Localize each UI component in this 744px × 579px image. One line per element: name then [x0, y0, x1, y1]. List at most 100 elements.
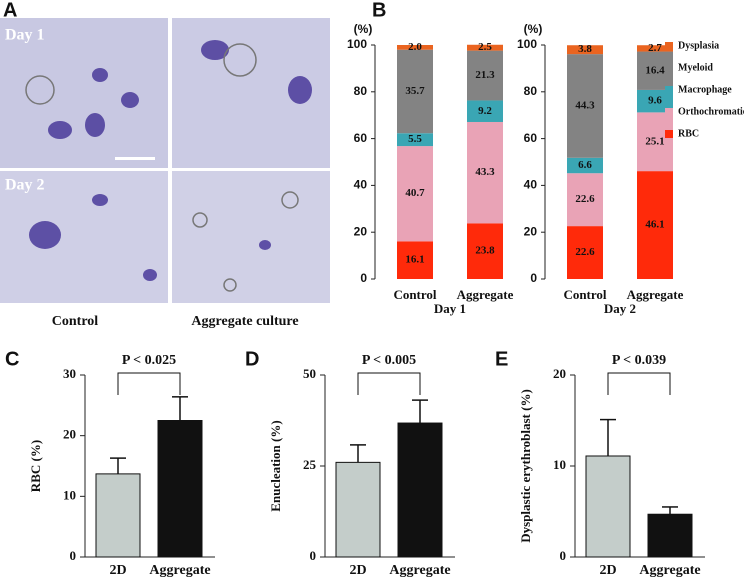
value-label: 25.1: [645, 135, 664, 147]
bar-segment: [567, 157, 603, 174]
y-tick-label: 0: [530, 271, 537, 285]
y-tick-label: 20: [354, 224, 368, 238]
value-label: 23.8: [475, 245, 495, 257]
y-tick-label: 50: [303, 366, 316, 381]
legend-swatch: [665, 108, 673, 116]
x-tick-label: 2D: [109, 563, 126, 578]
value-label: 2.7: [648, 42, 662, 54]
value-label: 16.1: [405, 254, 424, 266]
value-label: 22.6: [575, 193, 595, 205]
legend-swatch: [665, 64, 673, 72]
bar-segment: [467, 44, 503, 51]
bar-segment: [567, 54, 603, 158]
bar-segment: [637, 45, 673, 52]
value-label: 21.3: [475, 69, 495, 81]
bar-segment: [397, 45, 433, 50]
bar-segment: [397, 133, 433, 147]
legend-swatch: [665, 130, 673, 138]
legend-label: Myeloid: [678, 62, 713, 73]
y-tick-label: 0: [310, 548, 317, 563]
panel-label: E: [495, 348, 508, 370]
y-tick-label: 30: [63, 366, 76, 381]
bar: [585, 455, 631, 558]
group-label: Day 1: [434, 301, 466, 316]
panel-label: C: [5, 348, 19, 370]
legend-swatch: [665, 86, 673, 94]
column-label: Aggregate culture: [191, 314, 298, 329]
legend-label: RBC: [678, 128, 699, 139]
y-tick-label: 20: [524, 224, 538, 238]
legend-label: Dysplasia: [678, 40, 719, 51]
value-label: 6.6: [578, 159, 592, 171]
value-label: 5.5: [408, 133, 422, 145]
bar: [397, 422, 443, 558]
value-label: 46.1: [645, 219, 664, 231]
bar: [335, 461, 381, 558]
y-axis-label: Enucleation (%): [268, 420, 283, 511]
panel-label: A: [3, 0, 17, 21]
x-tick-label: Aggregate: [457, 287, 514, 302]
value-label: 2.0: [408, 41, 422, 53]
value-label: 16.4: [645, 64, 665, 76]
bar-segment: [467, 50, 503, 101]
bar-segment: [467, 223, 503, 279]
x-tick-label: Aggregate: [627, 287, 684, 302]
value-label: 22.6: [575, 246, 595, 258]
y-tick-label: 60: [354, 131, 368, 145]
bar-segment: [467, 100, 503, 122]
annotation: P < 0.039: [612, 353, 666, 368]
significance-bracket: [117, 372, 181, 395]
bar-segment: [637, 112, 673, 172]
bar-segment: [467, 121, 503, 224]
value-label: 35.7: [405, 85, 425, 97]
y-tick-label: 0: [70, 548, 77, 563]
bar: [95, 473, 141, 558]
value-label: 2.5: [478, 41, 492, 53]
value-label: 3.8: [578, 43, 592, 55]
legend-swatch: [665, 42, 673, 50]
x-tick-label: Aggregate: [149, 563, 210, 578]
bar-segment: [397, 49, 433, 134]
row-label: Day 2: [5, 177, 45, 194]
y-tick-label: 100: [347, 37, 367, 51]
panel-label: B: [372, 0, 386, 21]
value-label: 40.7: [405, 187, 425, 199]
y-tick-label: 80: [354, 84, 368, 98]
bar-segment: [567, 45, 603, 55]
y-tick-label: 20: [63, 427, 76, 442]
column-label: Control: [52, 314, 99, 329]
y-tick-label: 20: [553, 366, 566, 381]
y-axis-label: (%): [354, 22, 373, 36]
y-tick-label: 25: [303, 457, 317, 472]
image: [0, 171, 168, 303]
bar-segment: [637, 89, 673, 113]
x-tick-label: Aggregate: [639, 563, 700, 578]
y-tick-label: 10: [63, 487, 76, 502]
y-axis-label: (%): [524, 22, 543, 36]
legend-label: Orthochromatic: [678, 106, 744, 117]
y-tick-label: 0: [360, 271, 367, 285]
value-label: 43.3: [475, 166, 495, 178]
y-axis-label: Dysplastic erythroblast (%): [518, 389, 533, 543]
image: [0, 18, 168, 168]
image: [172, 171, 330, 303]
bar: [157, 420, 203, 558]
value-label: 9.2: [478, 105, 492, 117]
y-tick-label: 40: [354, 178, 368, 192]
significance-bracket: [357, 372, 421, 395]
bar: [647, 513, 693, 558]
y-tick-label: 0: [560, 548, 567, 563]
value-label: 44.3: [575, 99, 595, 111]
row-label: Day 1: [5, 27, 45, 44]
y-tick-label: 40: [524, 178, 538, 192]
significance-bracket: [607, 372, 671, 395]
micrographs: Day 1 Day 2 Control Aggregate culture A: [0, 0, 330, 329]
x-tick-label: 2D: [349, 563, 366, 578]
group-label: Day 2: [604, 301, 636, 316]
annotation: P < 0.025: [122, 353, 176, 368]
bar-segment: [397, 146, 433, 242]
y-tick-label: 10: [553, 457, 566, 472]
bar-segment: [567, 173, 603, 227]
y-tick-label: 100: [517, 37, 537, 51]
